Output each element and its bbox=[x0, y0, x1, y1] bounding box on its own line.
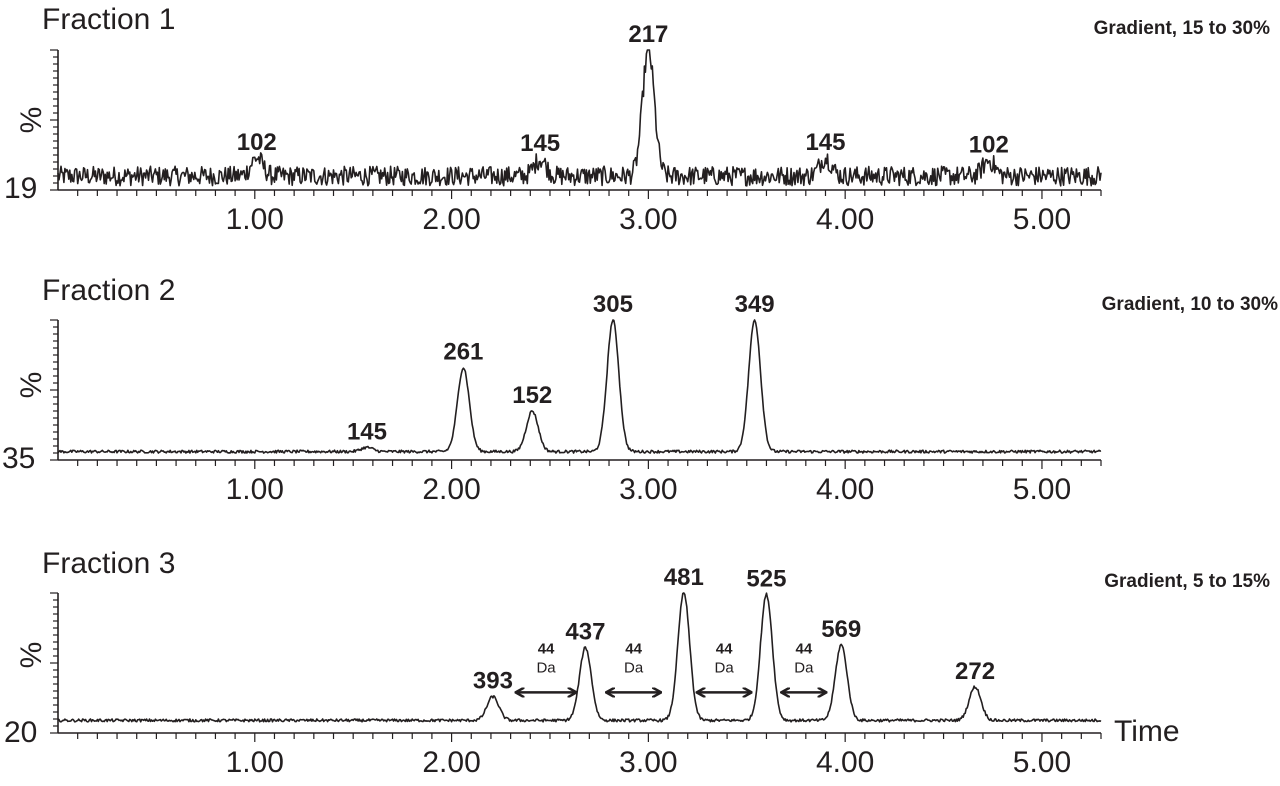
fraction-2-x-tick-label: 3.00 bbox=[619, 473, 677, 506]
fraction-1-x-tick-label: 2.00 bbox=[422, 203, 480, 236]
fraction-1-y-min-label: 19 bbox=[4, 172, 37, 205]
fraction-3-mass-diff-unit: Da bbox=[624, 659, 644, 676]
fraction-3-peak-label: 525 bbox=[746, 565, 786, 592]
fraction-1-x-tick-label: 3.00 bbox=[619, 203, 677, 236]
fraction-3-peak-label: 437 bbox=[565, 619, 605, 646]
x-axis-title-time: Time bbox=[1114, 715, 1180, 748]
fraction-1-x-tick-label: 1.00 bbox=[226, 203, 284, 236]
fraction-3-peak-label: 481 bbox=[664, 564, 704, 591]
fraction-2-gradient: Gradient, 10 to 30% bbox=[1102, 294, 1278, 315]
fraction-2-peak-label: 261 bbox=[443, 339, 483, 366]
fraction-1-trace bbox=[57, 49, 1102, 187]
fraction-3-mass-diff-unit: Da bbox=[536, 659, 556, 676]
fraction-2-x-tick-label: 4.00 bbox=[816, 473, 874, 506]
fraction-3-mass-diff-value: 44 bbox=[538, 640, 555, 657]
fraction-3-gradient: Gradient, 5 to 15% bbox=[1104, 571, 1270, 592]
fraction-2-x-tick-label: 5.00 bbox=[1013, 473, 1071, 506]
fraction-3-plot: 1.00 2.00 3.00 4.00 5.00 393 437 481 525 569 272 44… bbox=[50, 564, 1102, 779]
fraction-2-peak-label: 152 bbox=[512, 382, 552, 409]
fraction-2-trace bbox=[57, 319, 1102, 454]
fraction-2-peak-label: 349 bbox=[735, 291, 775, 318]
fraction-1-y-label: % bbox=[15, 107, 48, 134]
fraction-3-x-tick-label: 5.00 bbox=[1013, 746, 1071, 779]
fraction-2-title: Fraction 2 bbox=[42, 274, 175, 307]
chart-marks: 1.00 2.00 3.00 4.00 5.00 102 145 217 145 102 1.00 2… bbox=[50, 21, 1102, 779]
fraction-3-x-tick-label: 3.00 bbox=[619, 746, 677, 779]
fraction-3-y-min-label: 20 bbox=[4, 716, 37, 749]
fraction-1-x-tick-label: 5.00 bbox=[1013, 203, 1071, 236]
fraction-3-x-tick-label: 2.00 bbox=[422, 746, 480, 779]
fraction-1-peak-label: 102 bbox=[237, 129, 277, 156]
fraction-3-peak-label: 272 bbox=[955, 658, 995, 685]
fraction-2-y-label: % bbox=[15, 372, 48, 399]
fraction-2-plot: 1.00 2.00 3.00 4.00 5.00 145 261 152 305 349 bbox=[50, 291, 1102, 506]
fraction-3-x-tick-label: 1.00 bbox=[226, 746, 284, 779]
fraction-1-title: Fraction 1 bbox=[42, 3, 175, 36]
fraction-1-plot: 1.00 2.00 3.00 4.00 5.00 102 145 217 145 102 bbox=[50, 21, 1102, 236]
fraction-2-x-tick-label: 1.00 bbox=[226, 473, 284, 506]
fraction-2-peak-label: 145 bbox=[347, 418, 387, 445]
fraction-1-peak-label: 102 bbox=[969, 132, 1009, 159]
fraction-2-x-tick-label: 2.00 bbox=[422, 473, 480, 506]
fraction-3-mass-diff-unit: Da bbox=[715, 659, 735, 676]
fraction-3-title: Fraction 3 bbox=[42, 547, 175, 580]
fraction-3-mass-diff-value: 44 bbox=[716, 640, 733, 657]
fraction-1-peak-label: 145 bbox=[805, 129, 845, 156]
fraction-3-y-label: % bbox=[15, 642, 48, 669]
fraction-1-peak-label: 145 bbox=[520, 130, 560, 157]
fraction-1-peak-label: 217 bbox=[628, 21, 668, 48]
fraction-2-peak-label: 305 bbox=[593, 291, 633, 318]
fraction-2-y-min-label: 35 bbox=[2, 442, 35, 475]
fraction-3-peak-label: 569 bbox=[821, 616, 861, 643]
fraction-3-mass-diff-unit: Da bbox=[794, 659, 814, 676]
fraction-3-peak-label: 393 bbox=[473, 668, 513, 695]
fraction-3-x-tick-label: 4.00 bbox=[816, 746, 874, 779]
fraction-1-x-tick-label: 4.00 bbox=[816, 203, 874, 236]
fraction-3-trace bbox=[57, 592, 1102, 723]
fraction-3-mass-diff-value: 44 bbox=[795, 640, 812, 657]
fraction-1-gradient: Gradient, 15 to 30% bbox=[1094, 18, 1270, 39]
fraction-3-mass-diff-value: 44 bbox=[625, 640, 642, 657]
